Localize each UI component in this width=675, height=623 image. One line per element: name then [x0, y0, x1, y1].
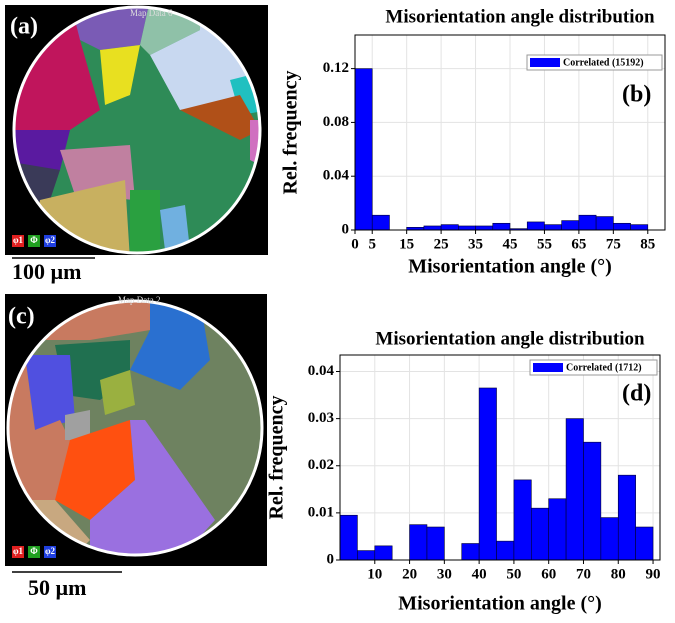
bar	[423, 225, 442, 231]
bar	[409, 524, 428, 561]
y-axis-label: Rel. frequency	[266, 395, 288, 519]
x-tick-label: 75	[606, 236, 621, 252]
chart-title: Misorientation angle distribution	[375, 328, 645, 349]
map-title: Map Data 2	[118, 295, 161, 305]
bar	[526, 221, 545, 231]
panel-label: (d)	[622, 381, 651, 407]
bar	[371, 214, 390, 231]
legend-label: Correlated (1712)	[566, 362, 642, 373]
bar	[630, 224, 649, 231]
x-tick-label: 85	[640, 236, 655, 252]
map-legend: Φ	[30, 546, 38, 556]
bar	[354, 68, 373, 231]
y-tick-label: 0.01	[308, 504, 334, 520]
map-legend: φ2	[45, 546, 56, 556]
map-legend: Φ	[30, 235, 38, 245]
bar	[578, 214, 597, 231]
bar	[583, 441, 602, 561]
map-legend: φ1	[13, 546, 24, 556]
x-tick-label: 25	[434, 236, 449, 252]
x-tick-label: 80	[611, 566, 626, 582]
x-tick-label: 35	[468, 236, 483, 252]
legend-swatch	[533, 363, 563, 372]
chart-title: Misorientation angle distribution	[385, 6, 655, 27]
x-tick-label: 60	[541, 566, 556, 582]
x-tick-label: 15	[399, 236, 414, 252]
map-legend: φ1	[13, 235, 24, 245]
bar	[565, 418, 584, 561]
y-tick-label: 0.08	[323, 114, 349, 130]
y-tick-label: 0	[342, 221, 350, 237]
bar	[600, 517, 619, 561]
bar	[357, 550, 376, 561]
y-tick-label: 0.12	[323, 60, 349, 76]
map-a	[5, 5, 268, 259]
map-c	[5, 294, 267, 573]
x-tick-label: 65	[571, 236, 586, 252]
bar	[617, 474, 636, 561]
legend-label: Correlated (15192)	[563, 57, 644, 68]
x-tick-label: 55	[537, 236, 552, 252]
x-tick-label: 90	[646, 566, 661, 582]
bar	[613, 222, 631, 231]
y-tick-label: 0.04	[308, 363, 335, 379]
legend-swatch	[530, 58, 560, 67]
x-tick-label: 10	[367, 566, 382, 582]
bar	[475, 225, 494, 231]
x-axis-label: Misorientation angle (°)	[408, 256, 612, 278]
panel-label: (a)	[10, 14, 38, 40]
bar	[461, 543, 480, 561]
map-title: Map Data 6	[130, 8, 173, 18]
y-tick-label: 0.02	[308, 457, 334, 473]
scale-bar-label: 50 µm	[28, 575, 87, 600]
legend-box	[526, 54, 663, 71]
bar	[492, 222, 511, 231]
bar	[544, 224, 562, 231]
x-tick-label: 70	[576, 566, 591, 582]
plot-frame	[339, 354, 661, 561]
bar	[374, 545, 393, 561]
bar	[513, 479, 532, 561]
x-tick-label: 40	[472, 566, 487, 582]
x-tick-label: 45	[503, 236, 518, 252]
y-tick-label: 0.04	[323, 168, 350, 184]
panel-label: (c)	[8, 304, 35, 330]
x-tick-label: 30	[437, 566, 452, 582]
x-tick-label: 20	[402, 566, 417, 582]
plot-frame	[354, 34, 666, 231]
bar	[478, 387, 497, 561]
x-tick-label: 0	[351, 236, 359, 252]
bar	[548, 498, 567, 561]
bar	[635, 526, 654, 561]
bar	[458, 225, 476, 231]
x-tick-label: 5	[368, 236, 376, 252]
x-axis-label: Misorientation angle (°)	[398, 593, 602, 615]
bar	[561, 220, 580, 231]
bar	[339, 514, 358, 561]
bar	[440, 224, 459, 231]
map-legend: φ2	[45, 235, 56, 245]
x-tick-label: 50	[506, 566, 521, 582]
bar	[426, 526, 445, 561]
panel-label: (b)	[622, 82, 651, 108]
y-tick-label: 0	[327, 551, 335, 567]
scale-bar-label: 100 µm	[12, 259, 82, 284]
bar	[496, 540, 515, 561]
y-axis-label: Rel. frequency	[280, 70, 302, 194]
bar	[595, 216, 614, 231]
y-tick-label: 0.03	[308, 410, 334, 426]
bar	[531, 507, 549, 561]
